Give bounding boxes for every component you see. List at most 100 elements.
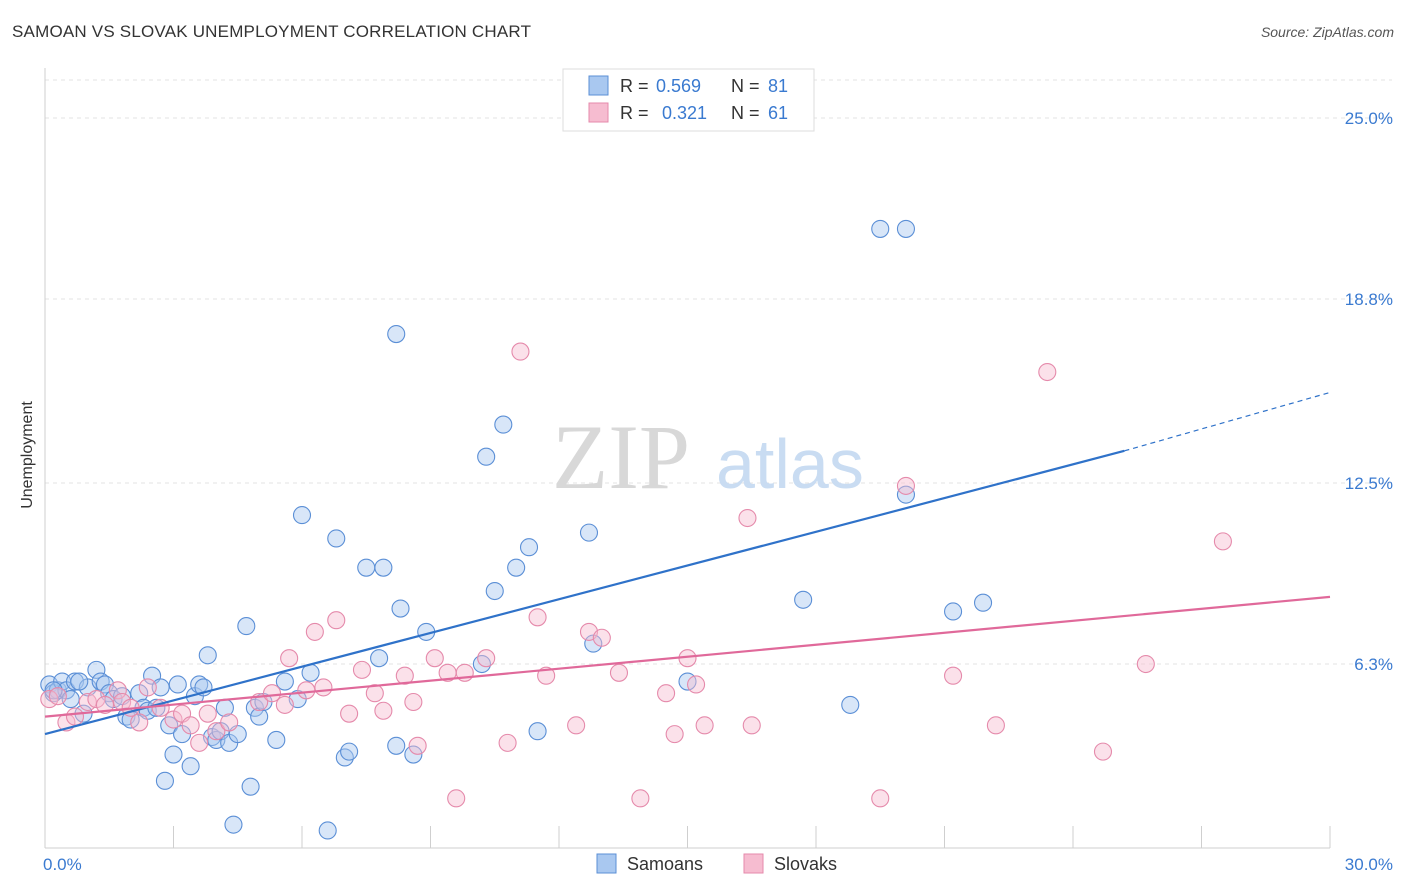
slovaks-point-33 xyxy=(404,692,423,712)
slovaks-point-29 xyxy=(352,660,372,679)
slovaks-point-23 xyxy=(280,649,299,668)
x-tick-label-0: 0.0% xyxy=(43,855,82,874)
samoans-point-51 xyxy=(327,529,346,548)
slovaks-point-34 xyxy=(408,736,427,755)
samoans-point-66 xyxy=(507,558,526,577)
grid-lines xyxy=(45,79,1392,665)
samoans-point-26 xyxy=(168,675,187,694)
watermark-atlas: atlas xyxy=(716,425,864,503)
samoans-point-23 xyxy=(155,771,174,790)
slovaks-point-1 xyxy=(48,687,67,706)
y-tick-label-1: 12.5% xyxy=(1345,474,1393,493)
slovaks-point-42 xyxy=(528,608,547,627)
slovaks-point-49 xyxy=(657,684,676,703)
slovaks-point-22 xyxy=(275,695,294,714)
samoans-point-48 xyxy=(292,506,312,525)
samoans-point-54 xyxy=(357,558,376,577)
samoans-point-78 xyxy=(973,593,993,612)
samoans-point-67 xyxy=(519,538,539,557)
bottom-swatch-slovaks xyxy=(743,853,764,874)
slovaks-point-21 xyxy=(262,684,282,703)
samoans-point-50 xyxy=(318,821,337,840)
samoans-point-69 xyxy=(579,523,599,542)
slovaks-point-26 xyxy=(314,678,333,697)
samoans-point-46 xyxy=(275,672,294,691)
slovaks-point-52 xyxy=(687,675,706,694)
bottom-swatch-samoans xyxy=(596,853,617,874)
legend-r-label-slovaks: R = xyxy=(620,103,649,123)
trend-lines xyxy=(44,391,1331,736)
slovaks-point-24 xyxy=(297,681,316,700)
bottom-label-samoans: Samoans xyxy=(627,854,703,874)
samoans-point-64 xyxy=(485,581,504,601)
slovaks-point-30 xyxy=(365,684,384,703)
samoans-point-28 xyxy=(181,757,200,776)
legend-swatch-samoans xyxy=(588,75,609,96)
slovaks-point-44 xyxy=(567,716,586,735)
samoans-trend-line xyxy=(44,449,1125,736)
samoans-point-32 xyxy=(198,646,217,665)
y-tick-label-3: 25.0% xyxy=(1345,109,1393,128)
source-credit: Source: ZipAtlas.com xyxy=(1260,24,1394,40)
samoans-point-41 xyxy=(241,777,260,796)
slovaks-point-53 xyxy=(695,716,714,735)
slovaks-point-25 xyxy=(305,622,324,641)
legend-swatch-slovaks xyxy=(588,102,609,123)
chart-title: SAMOAN VS SLOVAK UNEMPLOYMENT CORRELATIO… xyxy=(12,22,532,41)
samoans-trend-extension xyxy=(1124,391,1331,452)
slovaks-point-62 xyxy=(1136,654,1155,674)
watermark: ZIP atlas xyxy=(552,406,864,508)
samoans-point-73 xyxy=(841,695,860,714)
slovaks-point-28 xyxy=(340,704,359,723)
slovaks-point-17 xyxy=(198,704,217,723)
slovaks-point-58 xyxy=(944,666,963,685)
samoans-point-80 xyxy=(70,672,89,691)
slovaks-point-56 xyxy=(871,789,890,808)
samoans-point-45 xyxy=(267,730,286,750)
x-tick-label-1: 30.0% xyxy=(1345,855,1393,874)
slovaks-point-60 xyxy=(1038,362,1057,382)
samoans-point-43 xyxy=(250,707,269,726)
slovaks-point-19 xyxy=(220,713,239,732)
slovaks-point-48 xyxy=(631,789,650,808)
slovaks-point-16 xyxy=(190,733,209,752)
slovaks-point-37 xyxy=(447,789,466,808)
samoans-point-72 xyxy=(794,590,813,609)
series-legend: Samoans Slovaks xyxy=(596,853,837,874)
slovaks-point-63 xyxy=(1213,532,1232,551)
y-tick-label-0: 6.3% xyxy=(1354,655,1393,674)
slovaks-point-3 xyxy=(65,707,85,726)
samoans-point-65 xyxy=(494,415,513,434)
samoans-point-68 xyxy=(528,722,547,741)
legend-n-value-samoans: 81 xyxy=(768,76,788,96)
samoans-point-63 xyxy=(477,447,496,466)
slovaks-point-57 xyxy=(896,476,916,495)
slovaks-point-10 xyxy=(130,713,149,732)
legend-r-label-samoans: R = xyxy=(620,76,649,96)
watermark-zip: ZIP xyxy=(552,406,690,508)
legend-n-label-samoans: N = xyxy=(731,76,760,96)
samoans-point-22 xyxy=(151,678,170,697)
samoans-point-60 xyxy=(404,745,423,764)
slovaks-point-18 xyxy=(207,722,226,741)
samoans-points xyxy=(40,219,993,840)
slovaks-point-27 xyxy=(327,611,346,630)
samoans-point-75 xyxy=(896,219,916,238)
slovaks-point-7 xyxy=(108,681,127,700)
samoans-point-74 xyxy=(871,219,890,238)
samoans-point-25 xyxy=(164,745,183,764)
legend-n-label-slovaks: N = xyxy=(731,103,760,123)
legend-n-value-slovaks: 61 xyxy=(768,103,788,123)
samoans-point-55 xyxy=(370,649,389,668)
legend-r-value-samoans: 0.569 xyxy=(656,76,701,96)
samoans-point-57 xyxy=(387,736,406,755)
samoans-point-40 xyxy=(237,617,256,636)
slovaks-point-46 xyxy=(592,628,611,647)
slovaks-point-40 xyxy=(498,733,517,752)
slovaks-point-47 xyxy=(609,663,629,682)
bottom-label-slovaks: Slovaks xyxy=(774,854,837,874)
slovaks-point-35 xyxy=(425,649,444,668)
slovaks-point-55 xyxy=(742,716,761,735)
slovaks-point-32 xyxy=(395,666,414,685)
